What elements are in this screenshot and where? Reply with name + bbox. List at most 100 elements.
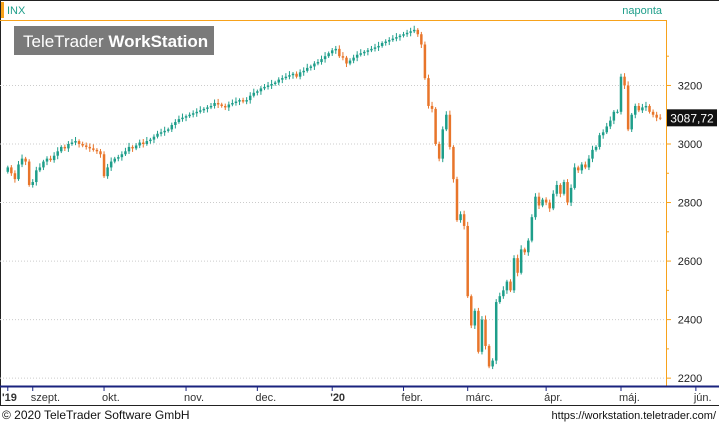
candle-body xyxy=(188,114,191,117)
candle xyxy=(284,73,288,80)
symbol-label[interactable]: INX xyxy=(7,5,26,17)
candle-body xyxy=(142,142,145,144)
candle xyxy=(655,111,658,122)
candle-body xyxy=(102,154,106,177)
candle-body xyxy=(334,48,338,51)
candle-body xyxy=(81,144,84,146)
candle xyxy=(320,55,323,65)
candle xyxy=(427,74,430,109)
candle-body xyxy=(569,187,573,203)
candle-body xyxy=(412,29,416,32)
candle-body xyxy=(566,182,569,203)
candle-body xyxy=(437,144,441,159)
candle-body xyxy=(373,47,377,49)
candle xyxy=(544,197,548,206)
candle-body xyxy=(10,167,13,174)
candle xyxy=(52,152,56,163)
candle-body xyxy=(366,50,370,52)
candle-body xyxy=(6,167,10,172)
candle xyxy=(637,103,641,113)
candle-body xyxy=(13,173,17,180)
frequency-label[interactable]: naponta xyxy=(622,5,663,17)
candle-body xyxy=(174,122,177,125)
candle-body xyxy=(409,31,412,33)
candle xyxy=(38,163,42,173)
y-tick-label: 2600 xyxy=(678,256,702,268)
candle-body xyxy=(42,161,45,168)
candle-body xyxy=(106,167,109,177)
x-tick-label: nov. xyxy=(184,392,204,404)
candle xyxy=(17,160,20,181)
candle-body xyxy=(166,129,170,131)
candle xyxy=(470,294,473,329)
candle xyxy=(306,63,309,73)
candle-body xyxy=(263,86,266,89)
candle-body xyxy=(277,79,280,83)
candle-body xyxy=(316,62,320,64)
candle-body xyxy=(163,130,166,133)
candle xyxy=(330,48,334,56)
candle xyxy=(131,145,134,152)
candle xyxy=(241,97,245,104)
candle xyxy=(366,48,370,56)
candle-body xyxy=(84,145,88,147)
candle-body xyxy=(626,85,630,130)
candle xyxy=(591,145,594,163)
candle xyxy=(316,59,320,66)
candle xyxy=(295,71,298,79)
candle xyxy=(70,139,74,146)
candle-body xyxy=(313,63,316,67)
candle xyxy=(159,128,163,137)
candle-body xyxy=(220,104,223,106)
candle xyxy=(519,245,523,275)
candle-body xyxy=(530,217,534,241)
candle xyxy=(619,73,623,115)
x-tick-label: máj. xyxy=(619,392,640,404)
candle-body xyxy=(17,164,20,180)
candle xyxy=(516,254,519,277)
candle xyxy=(534,193,537,220)
source-url[interactable]: https://workstation.teletrader.com/ xyxy=(552,410,717,422)
candle xyxy=(124,147,127,156)
candle xyxy=(327,51,330,58)
candle-body xyxy=(238,100,241,102)
candle xyxy=(491,358,494,370)
candle-body xyxy=(484,319,487,346)
candle xyxy=(263,84,266,91)
candle-body xyxy=(177,119,181,123)
grid-lines xyxy=(0,84,666,379)
candle-body xyxy=(259,88,263,92)
candle-body xyxy=(487,345,491,367)
candle xyxy=(191,110,195,118)
candle-body xyxy=(523,249,526,253)
candle-body xyxy=(430,105,434,109)
candle-body xyxy=(641,107,644,111)
candle xyxy=(480,316,484,355)
candle-body xyxy=(651,111,655,115)
candle-body xyxy=(505,281,509,291)
candle-body xyxy=(27,161,31,185)
candle-body xyxy=(355,54,359,58)
candle xyxy=(437,141,441,162)
y-tick-label: 3200 xyxy=(678,80,702,92)
candle xyxy=(373,43,377,52)
candle xyxy=(505,279,509,294)
candle xyxy=(609,116,612,130)
candle-body xyxy=(323,56,327,60)
candle xyxy=(166,127,170,133)
candle-body xyxy=(92,148,95,150)
candle-body xyxy=(284,76,288,79)
candle-body xyxy=(124,151,127,155)
candle xyxy=(277,77,280,86)
candle-body xyxy=(502,290,505,297)
candle xyxy=(355,51,359,62)
candle xyxy=(548,199,551,212)
candle xyxy=(634,103,637,119)
candle-body xyxy=(117,157,120,159)
x-tick-label: '20 xyxy=(330,392,345,404)
candle-body xyxy=(630,114,633,130)
candle-body xyxy=(131,146,134,149)
candle-body xyxy=(452,146,455,180)
candle xyxy=(537,192,541,209)
